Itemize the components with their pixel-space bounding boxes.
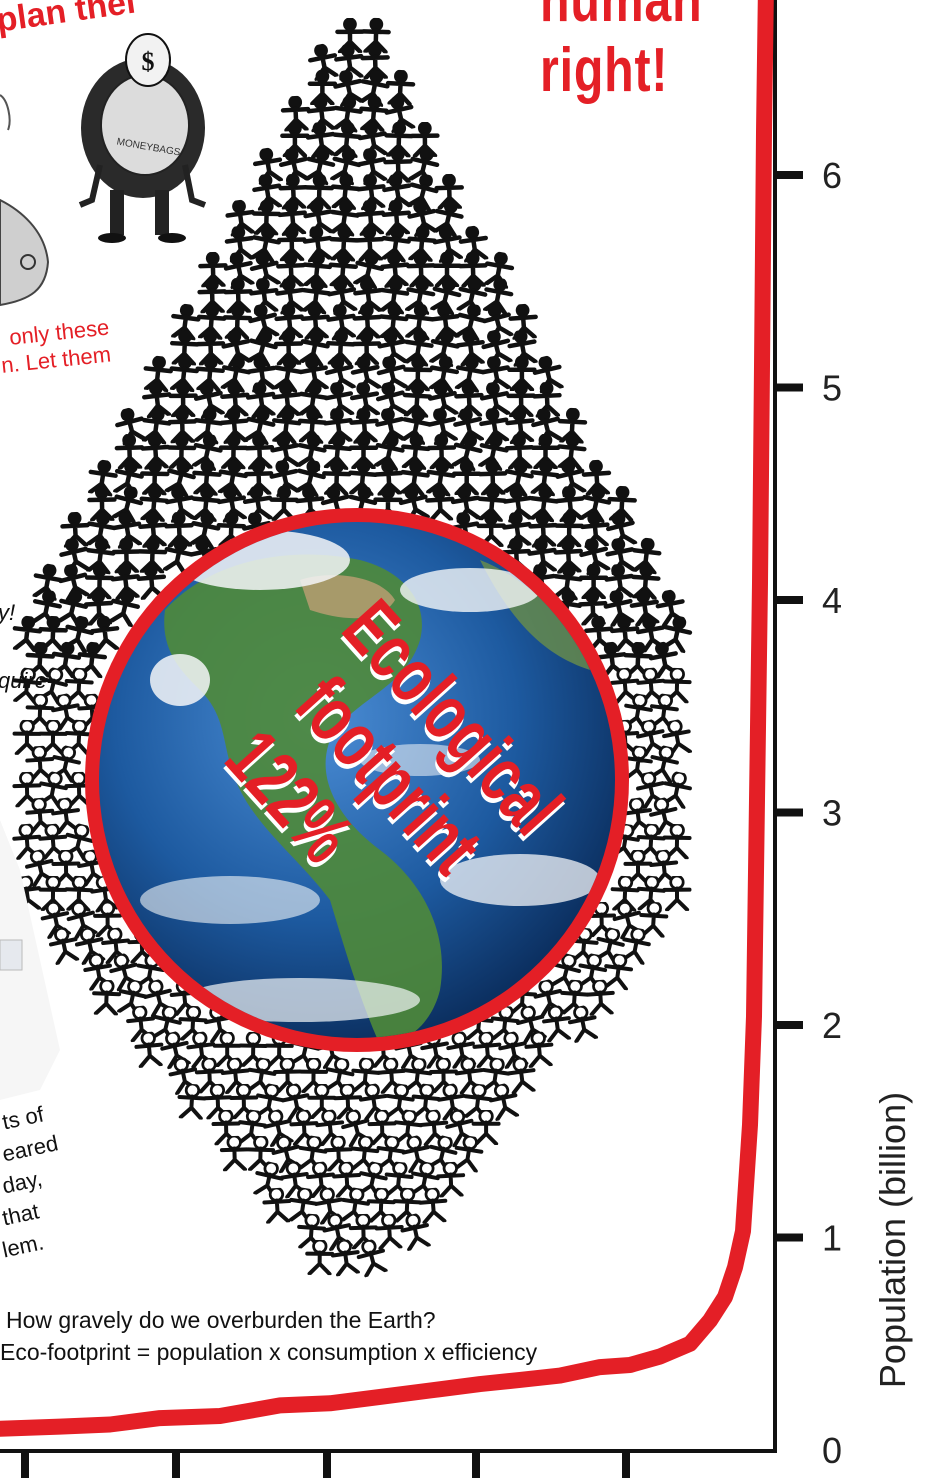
stick-figure-icon [305, 1239, 335, 1276]
caption-line1: How gravely do we overburden the Earth? [6, 1307, 436, 1333]
y-tick-label: 2 [822, 1005, 842, 1046]
earth-globe-icon: Ecological Ecological footprint footprin… [85, 508, 629, 1052]
y-tick-label: 0 [822, 1430, 842, 1471]
stick-figure-icon [471, 1109, 501, 1146]
dollar-symbol: $ [142, 47, 155, 76]
headline-line2: right! [540, 36, 669, 105]
y-tick-label: 3 [822, 793, 842, 834]
y-axis-label: Population (billion) [872, 1092, 913, 1388]
headline-line1: human [540, 0, 703, 35]
stick-figure-icon [662, 875, 692, 912]
cartoon-fragment-left [0, 94, 50, 307]
population-chart: 0 1 2 3 4 5 6 [0, 0, 842, 1478]
y-tick-label: 1 [822, 1218, 842, 1259]
y-tick-label: 4 [822, 580, 842, 621]
paper-fragment [0, 820, 60, 1100]
caption-line2: Eco-footprint = population x consumption… [0, 1339, 538, 1365]
y-tick-label: 5 [822, 368, 842, 409]
y-tick-label: 6 [822, 155, 842, 196]
population-line [0, 0, 774, 1437]
stick-figure-icon [133, 1030, 166, 1069]
fat-capitalist-cartoon: $ MONEYBAGS [78, 33, 207, 243]
stick-figure-icon [261, 1187, 293, 1224]
italic-fragment-line2: quire- [0, 668, 55, 693]
stick-figure-icon [91, 979, 122, 1016]
italic-fragment-line1: y! [0, 600, 16, 625]
